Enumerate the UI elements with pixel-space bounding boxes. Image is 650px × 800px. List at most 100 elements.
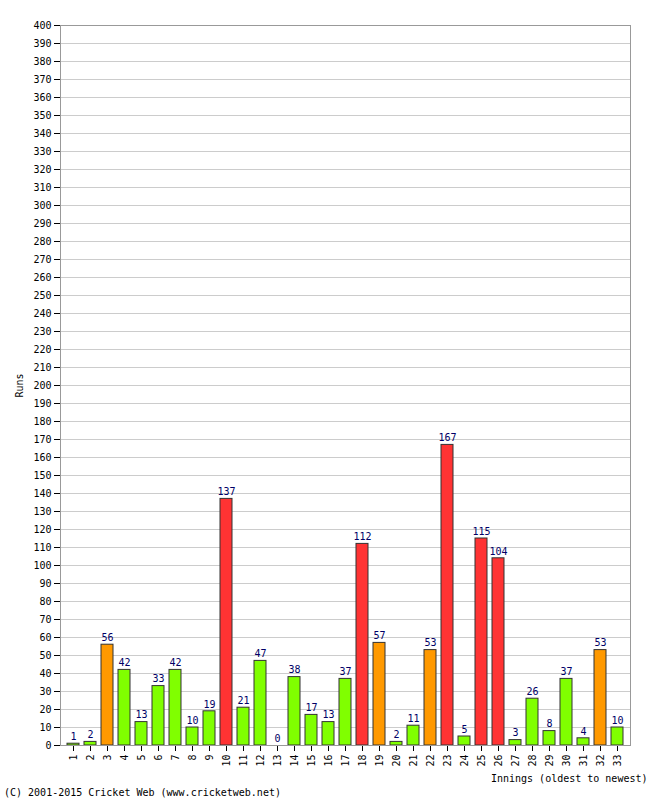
svg-text:30: 30 xyxy=(561,755,572,767)
svg-text:330: 330 xyxy=(33,146,51,157)
svg-text:8: 8 xyxy=(187,755,198,761)
svg-text:220: 220 xyxy=(33,344,51,355)
svg-text:1: 1 xyxy=(68,755,79,761)
svg-text:2: 2 xyxy=(85,755,96,761)
svg-text:30: 30 xyxy=(39,686,51,697)
svg-text:21: 21 xyxy=(408,755,419,767)
svg-text:90: 90 xyxy=(39,578,51,589)
svg-text:37: 37 xyxy=(560,666,572,677)
svg-text:53: 53 xyxy=(594,637,606,648)
svg-text:110: 110 xyxy=(33,542,51,553)
svg-text:7: 7 xyxy=(170,755,181,761)
svg-text:9: 9 xyxy=(204,755,215,761)
svg-text:190: 190 xyxy=(33,398,51,409)
svg-text:19: 19 xyxy=(203,699,215,710)
svg-text:25: 25 xyxy=(476,755,487,767)
svg-text:370: 370 xyxy=(33,74,51,85)
svg-text:60: 60 xyxy=(39,632,51,643)
svg-text:170: 170 xyxy=(33,434,51,445)
svg-text:70: 70 xyxy=(39,614,51,625)
svg-text:20: 20 xyxy=(391,755,402,767)
svg-text:112: 112 xyxy=(353,531,371,542)
svg-text:37: 37 xyxy=(339,666,351,677)
svg-text:22: 22 xyxy=(425,755,436,767)
svg-text:140: 140 xyxy=(33,488,51,499)
svg-text:14: 14 xyxy=(289,755,300,767)
svg-text:21: 21 xyxy=(237,695,249,706)
svg-text:3: 3 xyxy=(102,755,113,761)
svg-text:19: 19 xyxy=(374,755,385,767)
svg-text:4: 4 xyxy=(580,726,586,737)
svg-text:40: 40 xyxy=(39,668,51,679)
svg-text:340: 340 xyxy=(33,128,51,139)
svg-text:5: 5 xyxy=(461,724,467,735)
svg-text:11: 11 xyxy=(407,713,419,724)
svg-text:16: 16 xyxy=(323,755,334,767)
svg-text:115: 115 xyxy=(472,526,490,537)
svg-text:42: 42 xyxy=(169,657,181,668)
svg-text:400: 400 xyxy=(33,20,51,31)
svg-text:10: 10 xyxy=(186,715,198,726)
svg-text:12: 12 xyxy=(255,755,266,767)
svg-text:260: 260 xyxy=(33,272,51,283)
svg-text:2: 2 xyxy=(393,729,399,740)
svg-text:42: 42 xyxy=(118,657,130,668)
svg-text:100: 100 xyxy=(33,560,51,571)
svg-text:320: 320 xyxy=(33,164,51,175)
svg-text:24: 24 xyxy=(459,755,470,767)
svg-text:10: 10 xyxy=(39,722,51,733)
svg-text:0: 0 xyxy=(45,740,51,751)
svg-text:350: 350 xyxy=(33,110,51,121)
svg-text:57: 57 xyxy=(373,630,385,641)
svg-text:0: 0 xyxy=(274,733,280,744)
svg-text:150: 150 xyxy=(33,470,51,481)
svg-text:47: 47 xyxy=(254,648,266,659)
svg-text:13: 13 xyxy=(272,755,283,767)
svg-text:32: 32 xyxy=(595,755,606,767)
svg-text:6: 6 xyxy=(153,755,164,761)
svg-text:200: 200 xyxy=(33,380,51,391)
svg-text:310: 310 xyxy=(33,182,51,193)
svg-text:4: 4 xyxy=(119,755,130,761)
svg-text:20: 20 xyxy=(39,704,51,715)
svg-text:Runs: Runs xyxy=(14,373,25,397)
svg-text:8: 8 xyxy=(546,718,552,729)
svg-text:120: 120 xyxy=(33,524,51,535)
svg-text:31: 31 xyxy=(578,755,589,767)
svg-text:28: 28 xyxy=(527,755,538,767)
svg-text:26: 26 xyxy=(526,686,538,697)
svg-text:17: 17 xyxy=(305,702,317,713)
svg-text:130: 130 xyxy=(33,506,51,517)
svg-text:29: 29 xyxy=(544,755,555,767)
svg-text:33: 33 xyxy=(152,673,164,684)
svg-text:210: 210 xyxy=(33,362,51,373)
svg-text:56: 56 xyxy=(101,632,113,643)
svg-text:280: 280 xyxy=(33,236,51,247)
svg-text:1: 1 xyxy=(70,731,76,742)
svg-text:18: 18 xyxy=(357,755,368,767)
svg-text:3: 3 xyxy=(512,727,518,738)
svg-text:104: 104 xyxy=(489,546,507,557)
svg-text:137: 137 xyxy=(217,486,235,497)
svg-text:10: 10 xyxy=(611,715,623,726)
svg-text:38: 38 xyxy=(288,664,300,675)
svg-text:13: 13 xyxy=(135,709,147,720)
svg-text:13: 13 xyxy=(322,709,334,720)
svg-text:10: 10 xyxy=(221,755,232,767)
svg-text:17: 17 xyxy=(340,755,351,767)
svg-text:26: 26 xyxy=(493,755,504,767)
svg-text:360: 360 xyxy=(33,92,51,103)
svg-text:240: 240 xyxy=(33,308,51,319)
svg-text:5: 5 xyxy=(136,755,147,761)
svg-text:80: 80 xyxy=(39,596,51,607)
svg-text:180: 180 xyxy=(33,416,51,427)
svg-text:23: 23 xyxy=(442,755,453,767)
svg-text:380: 380 xyxy=(33,56,51,67)
svg-text:300: 300 xyxy=(33,200,51,211)
svg-text:160: 160 xyxy=(33,452,51,463)
svg-text:11: 11 xyxy=(238,755,249,767)
svg-text:33: 33 xyxy=(612,755,623,767)
svg-text:390: 390 xyxy=(33,38,51,49)
svg-text:50: 50 xyxy=(39,650,51,661)
svg-text:270: 270 xyxy=(33,254,51,265)
